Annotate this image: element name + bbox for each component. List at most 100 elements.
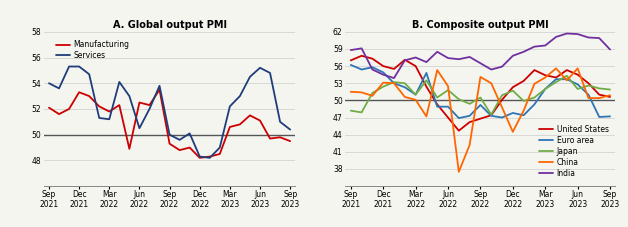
Manufacturing <box>196 156 203 159</box>
Manufacturing <box>186 146 193 149</box>
Japan <box>531 96 538 99</box>
Japan <box>509 89 517 92</box>
India <box>477 62 484 65</box>
Services <box>85 73 93 76</box>
United States <box>606 96 614 98</box>
Japan <box>552 81 560 84</box>
Services <box>286 128 294 131</box>
Services <box>226 105 234 108</box>
Japan <box>466 102 474 105</box>
Euro area <box>585 93 592 96</box>
Manufacturing <box>75 91 83 94</box>
Manufacturing <box>166 142 173 145</box>
United States <box>477 117 484 120</box>
Manufacturing <box>236 123 244 126</box>
Services <box>256 67 264 69</box>
Manufacturing <box>286 140 294 143</box>
Title: A. Global output PMI: A. Global output PMI <box>112 20 227 30</box>
India <box>466 56 474 58</box>
Manufacturing <box>206 155 214 158</box>
Euro area <box>487 114 495 117</box>
India <box>423 61 430 63</box>
India <box>574 33 582 35</box>
Euro area <box>606 115 614 118</box>
China <box>531 82 538 85</box>
Euro area <box>455 117 463 119</box>
Manufacturing <box>45 106 53 109</box>
China <box>574 67 582 70</box>
Line: Japan: Japan <box>351 76 610 115</box>
United States <box>390 68 398 70</box>
India <box>358 47 365 50</box>
United States <box>369 57 376 60</box>
United States <box>423 85 430 88</box>
Manufacturing <box>276 136 284 139</box>
Services <box>65 65 73 68</box>
China <box>433 69 441 72</box>
United States <box>455 129 463 132</box>
Services <box>166 133 173 136</box>
United States <box>563 69 571 72</box>
China <box>390 82 398 85</box>
Japan <box>390 81 398 84</box>
Manufacturing <box>136 101 143 104</box>
Services <box>216 146 224 149</box>
Line: Services: Services <box>49 67 290 158</box>
Japan <box>595 87 603 90</box>
India <box>369 68 376 71</box>
Manufacturing <box>226 126 234 128</box>
China <box>358 91 365 94</box>
Manufacturing <box>126 148 133 150</box>
Line: United States: United States <box>351 56 610 131</box>
Services <box>176 138 183 141</box>
Euro area <box>412 93 420 96</box>
United States <box>401 58 409 61</box>
Services <box>126 95 133 97</box>
Euro area <box>347 64 355 66</box>
Japan <box>487 113 495 116</box>
India <box>606 48 614 51</box>
Japan <box>574 88 582 90</box>
Line: China: China <box>351 68 610 172</box>
Manufacturing <box>156 88 163 91</box>
Euro area <box>358 68 365 71</box>
India <box>401 59 409 62</box>
Euro area <box>552 78 560 81</box>
India <box>390 77 398 79</box>
Japan <box>541 88 549 90</box>
Euro area <box>574 83 582 86</box>
Manufacturing <box>95 105 103 108</box>
Manufacturing <box>55 113 63 116</box>
India <box>541 44 549 47</box>
Japan <box>444 89 452 91</box>
China <box>595 97 603 99</box>
Manufacturing <box>256 119 264 122</box>
Line: India: India <box>351 34 610 78</box>
United States <box>520 80 528 82</box>
India <box>520 50 528 53</box>
India <box>444 57 452 59</box>
United States <box>509 86 517 89</box>
China <box>606 94 614 97</box>
India <box>455 58 463 61</box>
Japan <box>347 109 355 112</box>
Services <box>156 84 163 87</box>
Services <box>206 156 214 159</box>
Services <box>246 75 254 78</box>
Title: B. Composite output PMI: B. Composite output PMI <box>412 20 549 30</box>
Japan <box>585 84 592 87</box>
India <box>585 36 592 39</box>
Services <box>186 132 193 135</box>
United States <box>585 82 592 85</box>
Services <box>75 65 83 68</box>
Euro area <box>423 72 430 74</box>
Services <box>106 118 113 121</box>
China <box>477 76 484 78</box>
China <box>401 96 409 98</box>
Euro area <box>541 88 549 90</box>
Manufacturing <box>266 137 274 140</box>
Manufacturing <box>85 95 93 97</box>
United States <box>574 73 582 76</box>
United States <box>379 65 387 67</box>
Services <box>136 127 143 130</box>
